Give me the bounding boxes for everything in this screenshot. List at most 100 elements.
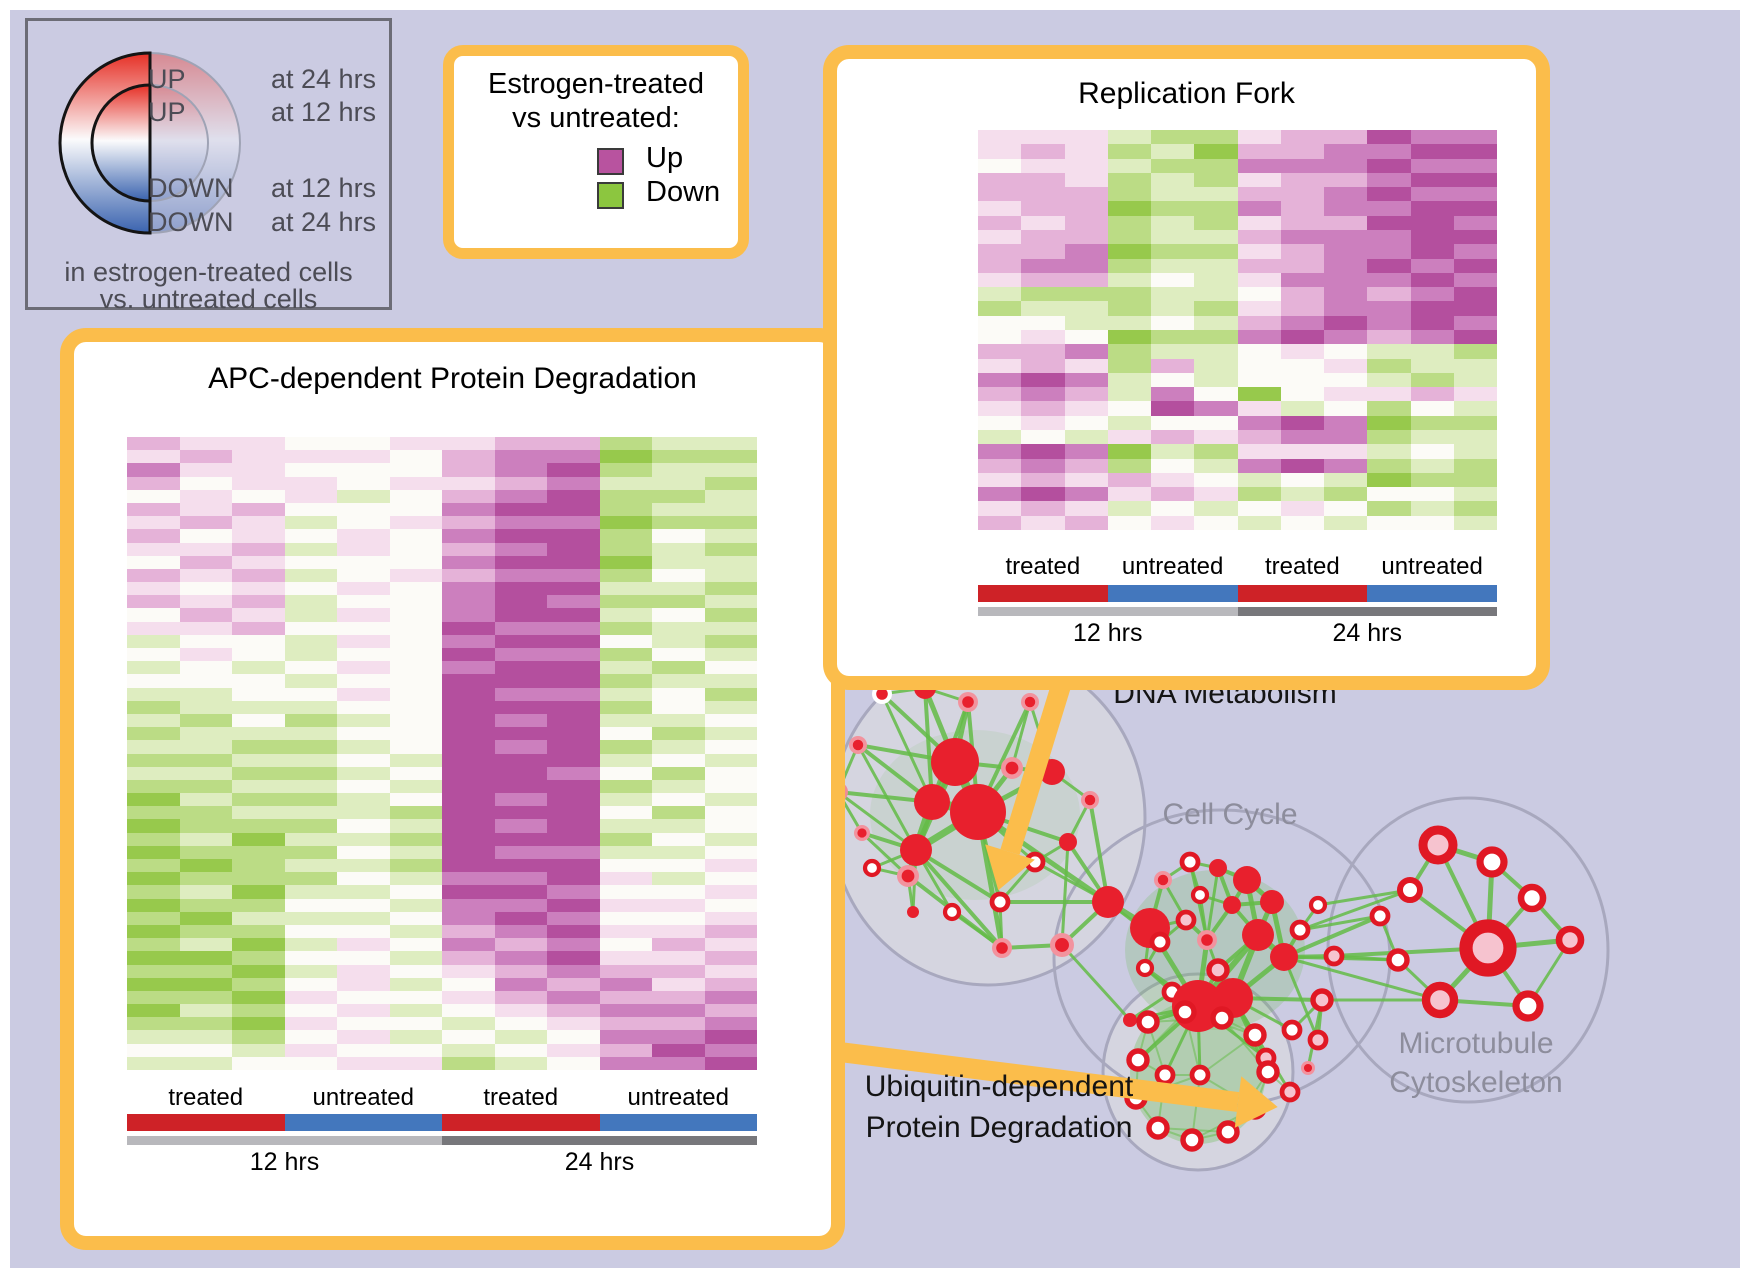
heatmap-cell [179, 450, 232, 464]
network-node-d5 [852, 739, 864, 751]
heatmap-cell [389, 529, 442, 543]
heatmap-cell [284, 898, 337, 912]
heatmap-cell [442, 674, 495, 688]
heatmap-cell [337, 529, 390, 543]
heatmap-cell [1453, 287, 1497, 302]
heatmap-cell [1064, 458, 1108, 473]
heatmap-cell [179, 476, 232, 490]
heatmap-cell [652, 450, 705, 464]
network-edge [1317, 888, 1411, 907]
heatmap-cell [179, 489, 232, 503]
heatmap-cell [284, 806, 337, 820]
estrogen-legend-title-line2: vs untreated: [512, 102, 680, 134]
heatmap-cell [599, 489, 652, 503]
cluster-label-microtubule-line2: Cytoskeleton [1389, 1066, 1563, 1099]
heatmap-cell [652, 1004, 705, 1018]
heatmap-cell [547, 568, 600, 583]
heatmap-cell [652, 1017, 705, 1031]
network-node-d11 [950, 784, 1006, 840]
heatmap-cell [127, 859, 180, 873]
heatmap-cell [127, 463, 180, 477]
heatmap-cell [127, 555, 180, 569]
heatmap-cell [494, 502, 547, 517]
heatmap-cell [1064, 229, 1108, 245]
heatmap-cell [442, 793, 495, 807]
heatmap-cell [599, 674, 652, 688]
heatmap-cell [179, 608, 232, 622]
network-node-d16 [1084, 794, 1096, 806]
network-node-d12 [914, 784, 950, 820]
heatmap-cell [978, 329, 1022, 345]
heatmap-cell [284, 924, 337, 939]
replication-fork-panel-title: Replication Fork [1078, 77, 1295, 110]
heatmap-cell [337, 661, 390, 675]
heatmap-cell [442, 872, 495, 886]
heatmap-cell [978, 401, 1022, 416]
heatmap-cell [652, 977, 705, 991]
heatmap-cell [179, 1043, 232, 1057]
heatmap-cell [599, 555, 652, 569]
heatmap-cell [337, 476, 390, 490]
heatmap-cell [1021, 515, 1065, 530]
heatmap-cell [652, 779, 705, 794]
heatmap-cell [1324, 458, 1368, 473]
heatmap-cell [1410, 187, 1454, 202]
heatmap-cell [232, 582, 285, 596]
heatmap-cell [1237, 172, 1281, 188]
network-node-c10 [1175, 909, 1197, 931]
heatmap-cell [127, 674, 180, 688]
heatmap-cell [652, 529, 705, 543]
heatmap-cell [179, 740, 232, 754]
heatmap-cell [652, 951, 705, 965]
heatmap-cell [179, 924, 232, 939]
network-node-m2 [1476, 846, 1508, 878]
heatmap-cell [284, 555, 337, 569]
heatmap-cell [1107, 158, 1151, 173]
heatmap-cell [494, 1017, 547, 1031]
24hrs-gray-bar [1237, 607, 1497, 616]
heatmap-cell [547, 819, 600, 833]
heatmap-cell [337, 859, 390, 873]
heatmap-cell [704, 529, 757, 543]
heatmap-cell [232, 608, 285, 622]
heatmap-cell [599, 1043, 652, 1057]
heatmap-cell [1064, 130, 1108, 145]
heatmap-cell [284, 450, 337, 464]
heatmap-cell [704, 924, 757, 939]
heatmap-cell [494, 727, 547, 741]
heatmap-cell [547, 1056, 600, 1070]
heatmap-cell [337, 542, 390, 556]
heatmap-cell [127, 872, 180, 886]
figure-background: DNA Metabolism Cell Cycle Microtubule Cy… [10, 10, 1740, 1268]
heatmap-cell [1021, 387, 1065, 402]
heatmap-cell [1410, 429, 1454, 445]
heatmap-cell [284, 437, 337, 451]
heatmap-cell [337, 753, 390, 767]
heatmap-cell [127, 516, 180, 530]
heatmap-cell [232, 964, 285, 978]
heatmap-cell [704, 700, 757, 714]
heatmap-cell [232, 463, 285, 477]
heatmap-cell [179, 1017, 232, 1031]
heatmap-cell [389, 1030, 442, 1044]
heatmap-cell [652, 727, 705, 741]
network-node-u9 [1146, 1116, 1170, 1140]
heatmap-cell [1064, 372, 1108, 388]
heatmap-cell [1453, 130, 1497, 145]
heatmap-cell [1237, 372, 1281, 388]
heatmap-cell [1107, 244, 1151, 259]
heatmap-cell [1324, 315, 1368, 330]
heatmap-cell [1324, 130, 1368, 145]
heatmap-cell [1453, 144, 1497, 159]
heatmap-cell [1107, 144, 1151, 159]
heatmap-cell [1194, 515, 1238, 530]
heatmap-cell [337, 990, 390, 1005]
heatmap-cell [1324, 429, 1368, 445]
heatmap-cell [442, 766, 495, 780]
heatmap-cell [494, 542, 547, 556]
heatmap-cell [978, 244, 1022, 259]
heatmap-cell [337, 516, 390, 530]
network-node-d22 [996, 942, 1008, 954]
heatmap-cell [1367, 244, 1411, 259]
heatmap-cell [494, 964, 547, 978]
